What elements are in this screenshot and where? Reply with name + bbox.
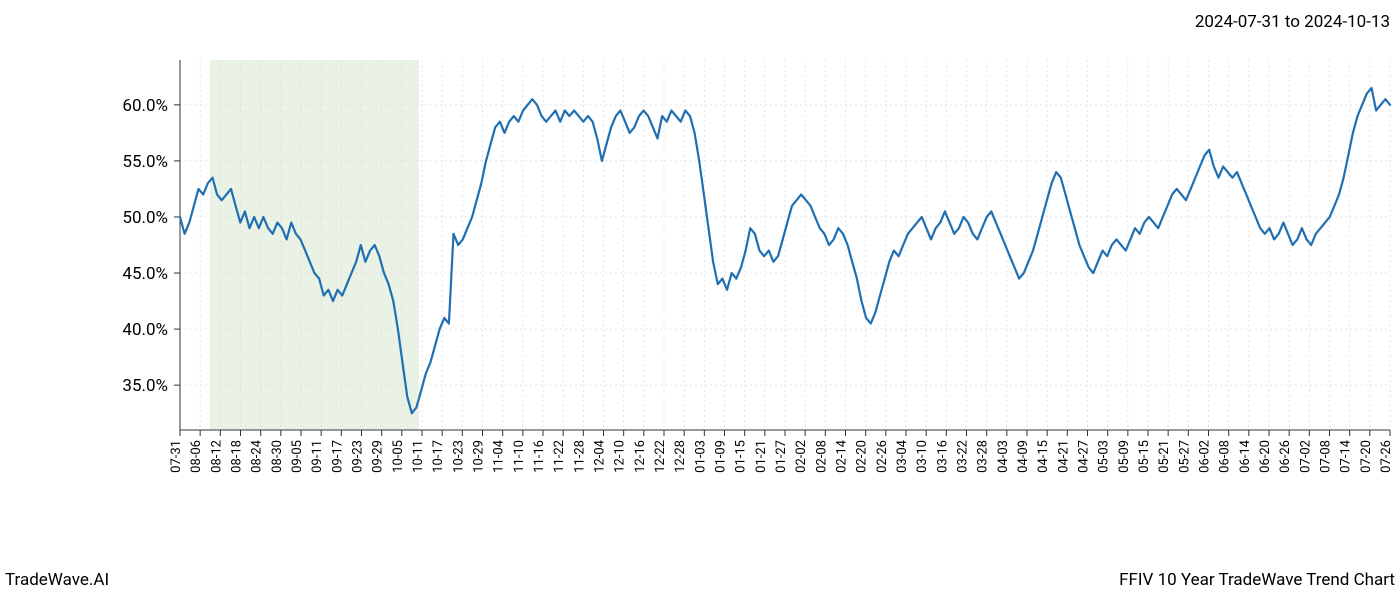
svg-text:02-02: 02-02 (794, 440, 809, 473)
svg-text:05-21: 05-21 (1157, 440, 1172, 473)
svg-text:04-15: 04-15 (1036, 440, 1051, 473)
svg-text:07-31: 07-31 (169, 440, 184, 473)
svg-text:04-27: 04-27 (1077, 440, 1092, 473)
svg-text:08-06: 08-06 (189, 440, 204, 473)
svg-text:07-26: 07-26 (1379, 440, 1394, 473)
svg-text:12-28: 12-28 (673, 440, 688, 473)
svg-text:03-16: 03-16 (935, 440, 950, 473)
svg-text:11-10: 11-10 (512, 440, 527, 473)
svg-text:02-26: 02-26 (875, 440, 890, 473)
svg-text:03-10: 03-10 (915, 440, 930, 473)
svg-text:06-14: 06-14 (1238, 439, 1253, 473)
svg-text:40.0%: 40.0% (122, 320, 168, 340)
svg-text:10-11: 10-11 (411, 440, 426, 473)
svg-text:10-17: 10-17 (431, 440, 446, 473)
svg-text:09-29: 09-29 (371, 440, 386, 473)
svg-text:10-05: 10-05 (391, 440, 406, 473)
svg-text:07-08: 07-08 (1319, 440, 1334, 473)
svg-text:04-21: 04-21 (1056, 440, 1071, 473)
svg-text:55.0%: 55.0% (122, 152, 168, 172)
svg-text:06-26: 06-26 (1278, 440, 1293, 473)
svg-text:08-18: 08-18 (230, 440, 245, 473)
svg-text:09-05: 09-05 (290, 440, 305, 473)
svg-text:03-22: 03-22 (956, 440, 971, 473)
svg-text:12-10: 12-10 (613, 440, 628, 473)
svg-text:06-20: 06-20 (1258, 440, 1273, 473)
chart-title: FFIV 10 Year TradeWave Trend Chart (1119, 570, 1395, 590)
svg-text:08-24: 08-24 (250, 439, 265, 473)
svg-text:12-04: 12-04 (593, 439, 608, 473)
svg-text:02-14: 02-14 (835, 439, 850, 473)
svg-text:04-09: 04-09 (1016, 440, 1031, 473)
svg-text:01-03: 01-03 (693, 440, 708, 473)
svg-text:50.0%: 50.0% (122, 208, 168, 228)
svg-text:07-14: 07-14 (1339, 439, 1354, 473)
svg-text:01-27: 01-27 (774, 440, 789, 473)
svg-text:11-04: 11-04 (492, 439, 507, 473)
svg-text:06-02: 06-02 (1198, 440, 1213, 473)
svg-text:05-15: 05-15 (1137, 440, 1152, 473)
svg-text:07-02: 07-02 (1298, 440, 1313, 473)
svg-text:10-29: 10-29 (472, 440, 487, 473)
trend-chart: 35.0% 40.0% 45.0% 50.0% 55.0% 60.0% 07-31 08-06… (0, 0, 1400, 600)
svg-text:01-09: 01-09 (714, 440, 729, 473)
svg-text:05-27: 05-27 (1177, 440, 1192, 473)
svg-text:01-15: 01-15 (734, 440, 749, 473)
svg-text:03-28: 03-28 (976, 440, 991, 473)
svg-text:60.0%: 60.0% (122, 96, 168, 116)
svg-text:08-12: 08-12 (209, 440, 224, 473)
svg-text:05-09: 05-09 (1117, 440, 1132, 473)
svg-text:11-22: 11-22 (552, 440, 567, 473)
svg-text:11-16: 11-16 (532, 440, 547, 473)
svg-text:35.0%: 35.0% (122, 376, 168, 396)
svg-text:09-11: 09-11 (310, 440, 325, 473)
svg-text:07-20: 07-20 (1359, 440, 1374, 473)
svg-text:12-22: 12-22 (653, 440, 668, 473)
svg-text:09-17: 09-17 (330, 440, 345, 473)
svg-text:01-21: 01-21 (754, 440, 769, 473)
svg-text:02-20: 02-20 (855, 440, 870, 473)
date-range-label: 2024-07-31 to 2024-10-13 (1195, 12, 1390, 32)
svg-text:10-23: 10-23 (451, 440, 466, 473)
svg-text:04-03: 04-03 (996, 440, 1011, 473)
svg-text:06-08: 06-08 (1218, 440, 1233, 473)
svg-text:11-28: 11-28 (572, 440, 587, 473)
svg-text:45.0%: 45.0% (122, 264, 168, 284)
svg-text:02-08: 02-08 (814, 440, 829, 473)
svg-text:08-30: 08-30 (270, 440, 285, 473)
svg-text:12-16: 12-16 (633, 440, 648, 473)
svg-text:09-23: 09-23 (351, 440, 366, 473)
svg-text:05-03: 05-03 (1097, 440, 1112, 473)
chart-container: 2024-07-31 to 2024-10-13 35.0% 40.0% 45.0%… (0, 0, 1400, 600)
brand-label: TradeWave.AI (5, 570, 109, 590)
svg-text:03-04: 03-04 (895, 439, 910, 473)
